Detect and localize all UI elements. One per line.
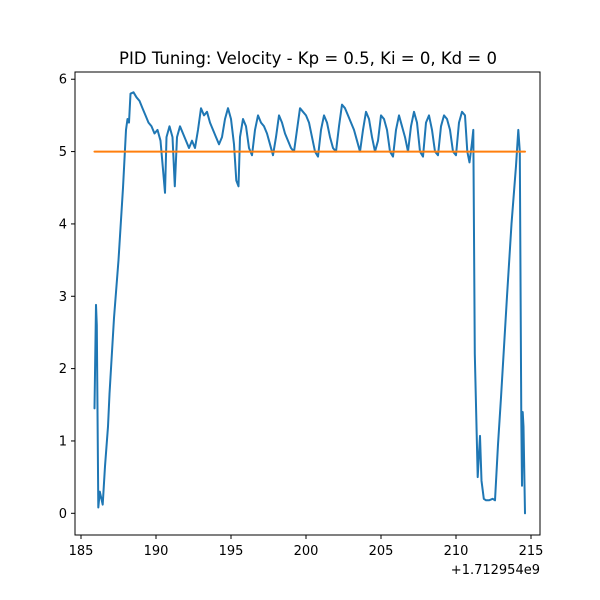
y-axis: 0 1 2 3 4 5 6 bbox=[59, 73, 75, 522]
x-axis-offset-label: +1.712954e9 bbox=[451, 563, 540, 578]
x-tick-label: 210 bbox=[444, 544, 469, 559]
x-tick-label: 190 bbox=[144, 544, 169, 559]
plot-area bbox=[93, 91, 526, 515]
x-tick-label: 215 bbox=[519, 544, 544, 559]
y-tick-label: 0 bbox=[59, 507, 67, 522]
x-tick-label: 200 bbox=[294, 544, 319, 559]
series-line-1 bbox=[93, 91, 526, 515]
y-tick-label: 1 bbox=[59, 434, 67, 449]
x-tick-label: 205 bbox=[369, 544, 394, 559]
x-axis: 185 190 195 200 205 210 215 bbox=[69, 535, 544, 559]
y-tick-label: 5 bbox=[59, 145, 67, 160]
x-tick-label: 185 bbox=[69, 544, 94, 559]
chart-title: PID Tuning: Velocity - Kp = 0.5, Ki = 0,… bbox=[119, 49, 497, 68]
y-tick-label: 3 bbox=[59, 290, 67, 305]
y-tick-label: 6 bbox=[59, 73, 67, 88]
x-tick-label: 195 bbox=[219, 544, 244, 559]
axes-frame bbox=[74, 71, 541, 536]
y-tick-label: 4 bbox=[59, 217, 67, 232]
y-tick-label: 2 bbox=[59, 362, 67, 377]
